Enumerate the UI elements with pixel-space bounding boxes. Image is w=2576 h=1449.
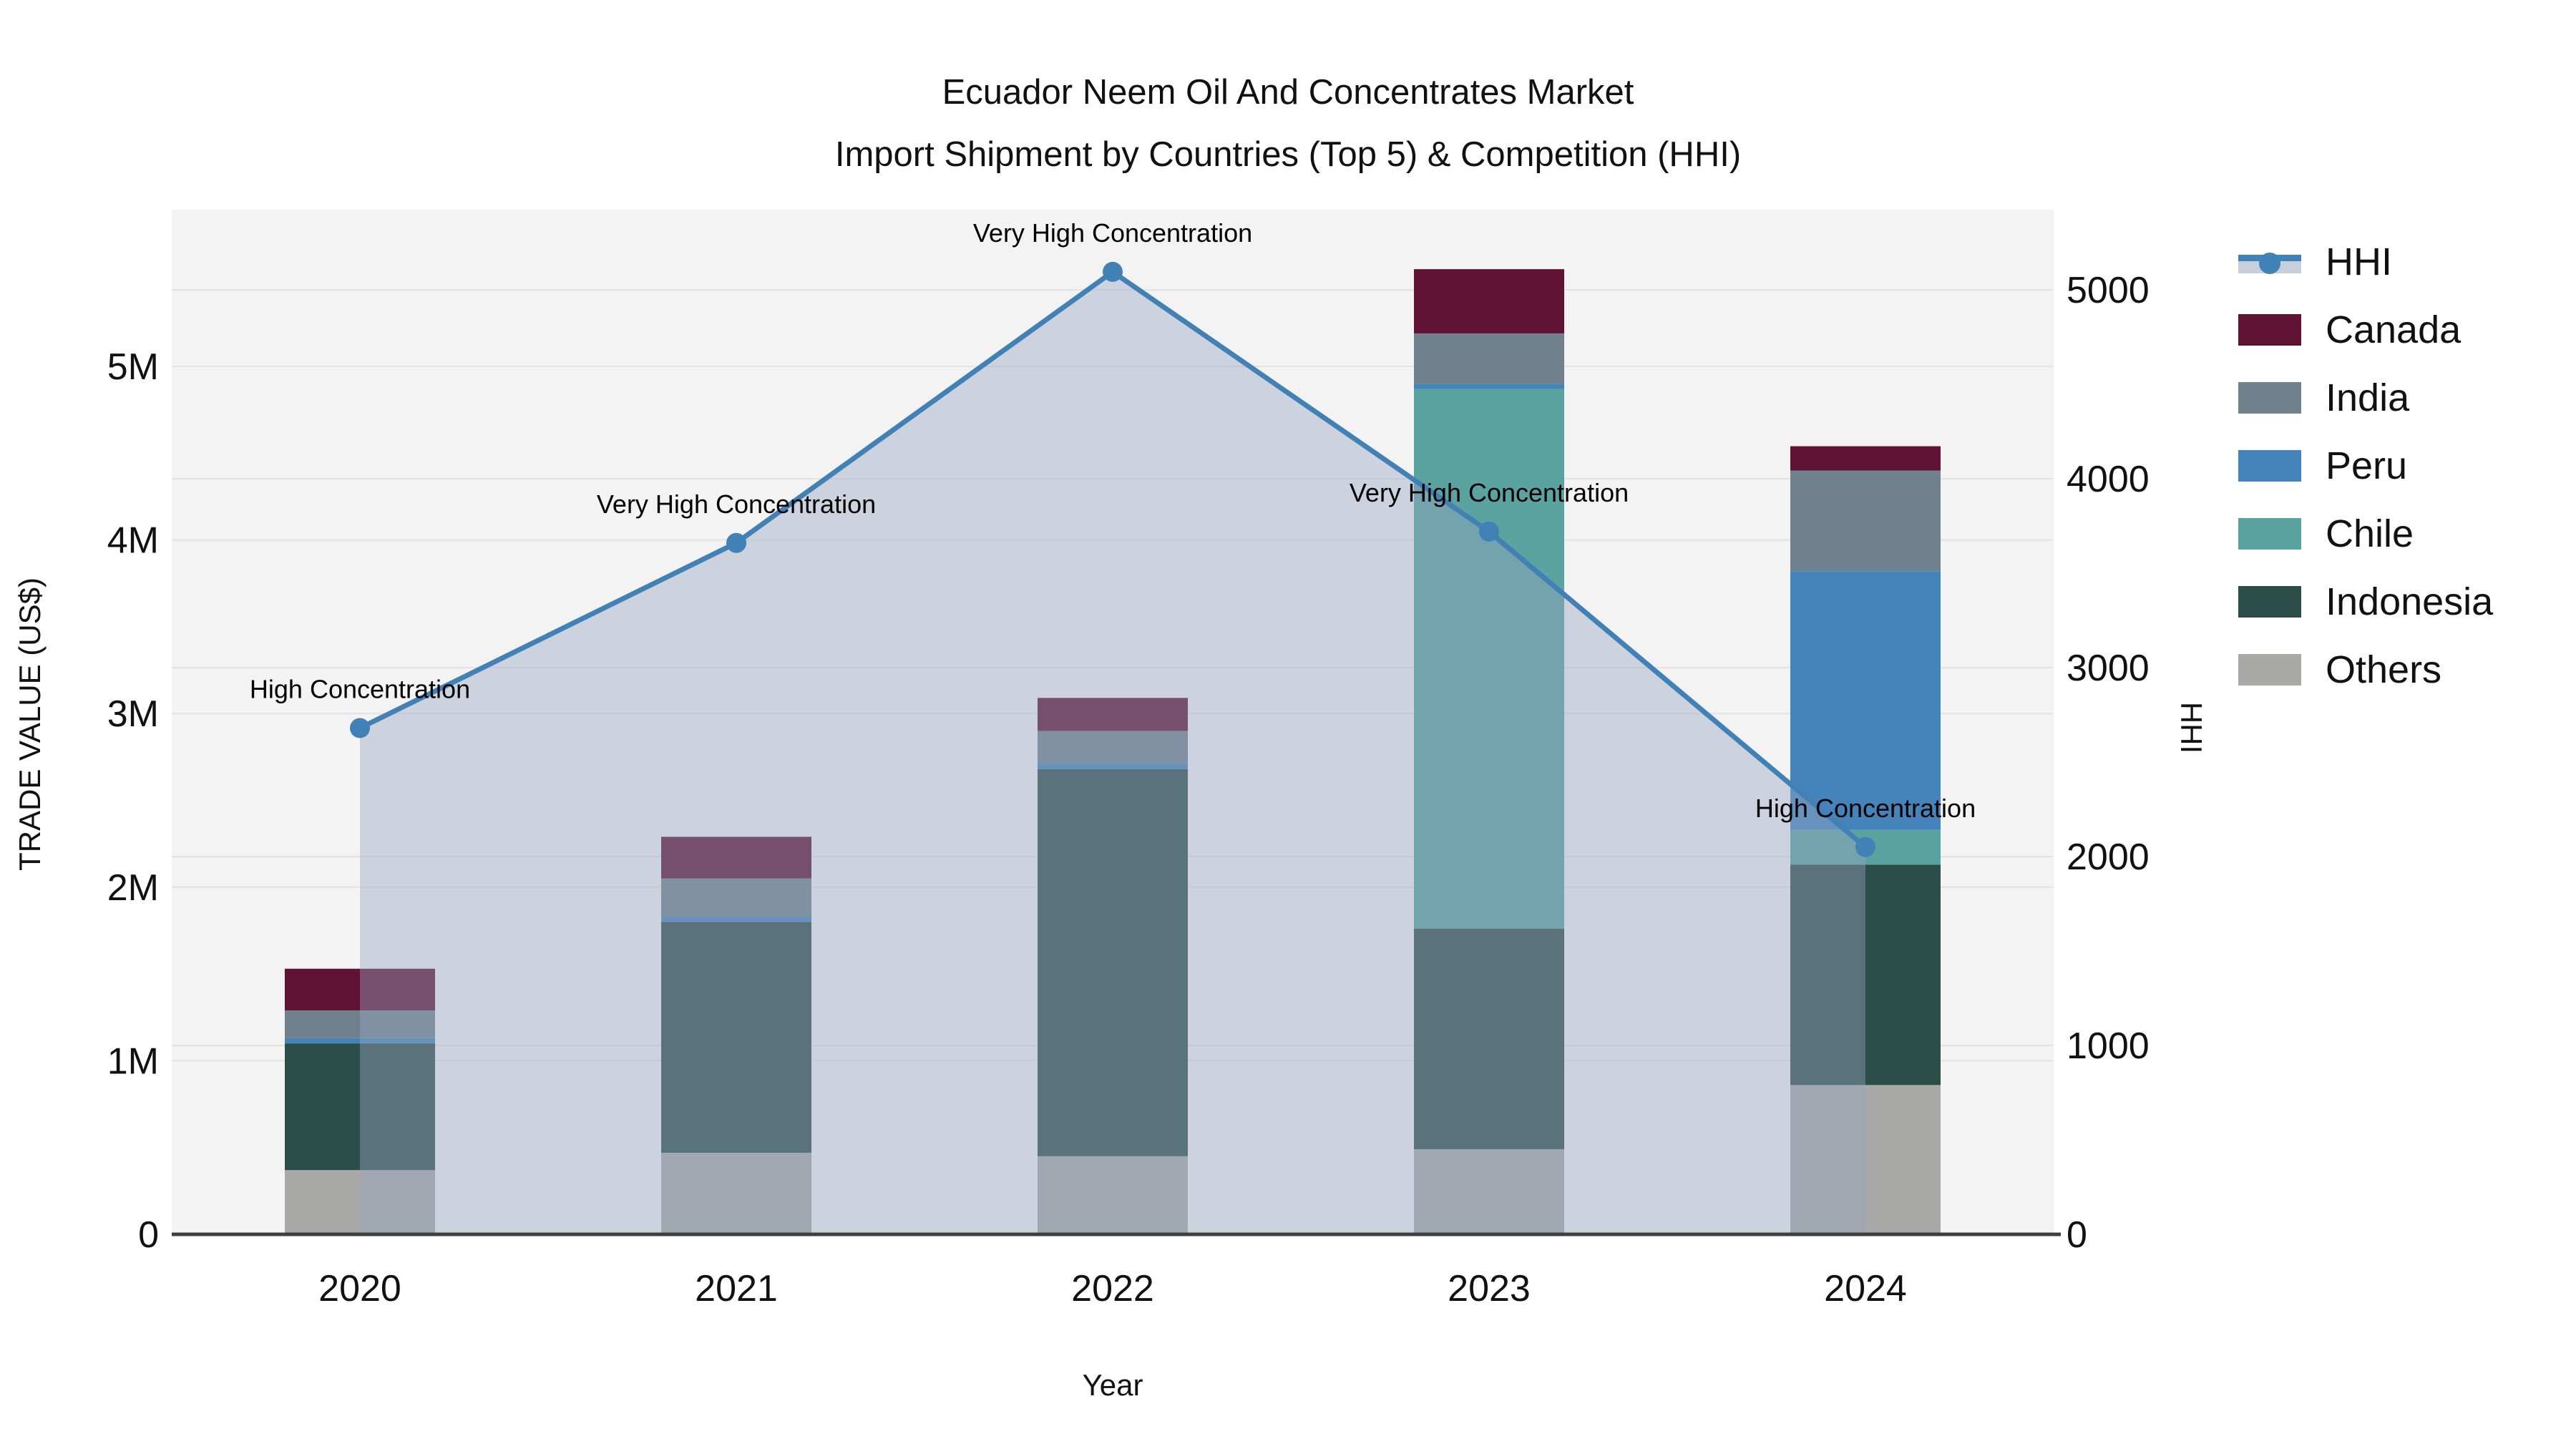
left-axis-title: TRADE VALUE (US$) <box>13 577 47 871</box>
hhi-point-2022 <box>1103 261 1123 282</box>
chart-title-line2: Import Shipment by Countries (Top 5) & C… <box>834 135 1742 174</box>
legend-label: Canada <box>2326 308 2462 351</box>
bar-segment-india-2024 <box>1790 470 1941 572</box>
annotation-label-2022: Very High Concentration <box>973 218 1252 248</box>
legend-label: HHI <box>2326 240 2392 283</box>
bar-segment-peru-2022 <box>1038 763 1188 769</box>
bar-segment-canada-2021 <box>661 836 811 879</box>
legend: HHI Canada India Peru Chile Indonesia Others <box>2238 228 2493 703</box>
right-y-tick-label: 4000 <box>2067 459 2150 500</box>
x-tick-label-2021: 2021 <box>695 1268 778 1309</box>
legend-item-chile: Chile <box>2238 499 2493 567</box>
right-axis-title: HHI <box>2175 701 2208 754</box>
bar-segment-others-2022 <box>1038 1156 1188 1234</box>
bar-segment-canada-2024 <box>1790 446 1941 471</box>
right-y-tick-label: 1000 <box>2067 1025 2150 1067</box>
annotation-label-2020: High Concentration <box>250 674 470 703</box>
right-y-tick-label: 2000 <box>2067 836 2150 878</box>
bar-segment-canada-2020 <box>285 968 435 1011</box>
legend-swatch-others <box>2238 653 2301 686</box>
legend-label: India <box>2326 376 2410 419</box>
left-y-tick-label: 0 <box>138 1214 159 1256</box>
legend-swatch-hhi-line <box>2238 246 2301 278</box>
chart-title: Ecuador Neem Oil And Concentrates Market… <box>0 62 2576 186</box>
bar-segment-peru-2021 <box>661 917 811 922</box>
left-y-tick-label: 3M <box>107 693 159 735</box>
legend-swatch-chile <box>2238 517 2301 550</box>
bar-segment-indonesia-2023 <box>1414 929 1564 1150</box>
bar-segment-indonesia-2021 <box>661 922 811 1153</box>
legend-item-indonesia: Indonesia <box>2238 567 2493 635</box>
legend-swatch-indonesia <box>2238 585 2301 618</box>
right-y-tick-label: 5000 <box>2067 270 2150 311</box>
bar-segment-others-2023 <box>1414 1149 1564 1234</box>
bar-segment-india-2022 <box>1038 731 1188 764</box>
left-y-tick-label: 4M <box>107 520 159 562</box>
bar-segment-india-2020 <box>285 1010 435 1038</box>
right-y-tick-label: 3000 <box>2067 648 2150 689</box>
bar-segment-canada-2022 <box>1038 698 1188 731</box>
x-tick-label-2022: 2022 <box>1071 1268 1154 1309</box>
x-tick-label-2024: 2024 <box>1824 1268 1907 1309</box>
hhi-point-2020 <box>350 718 370 738</box>
hhi-point-2023 <box>1479 521 1499 542</box>
chart-title-line1: Ecuador Neem Oil And Concentrates Market <box>942 73 1634 112</box>
x-tick-label-2023: 2023 <box>1448 1268 1531 1309</box>
left-y-tick-label: 5M <box>107 346 159 388</box>
legend-label: Others <box>2326 648 2442 691</box>
legend-swatch-india <box>2238 381 2301 414</box>
left-y-tick-label: 2M <box>107 867 159 909</box>
legend-label: Indonesia <box>2326 580 2494 623</box>
bar-segment-indonesia-2020 <box>285 1043 435 1171</box>
bar-segment-others-2021 <box>661 1152 811 1234</box>
legend-item-canada: Canada <box>2238 296 2493 364</box>
bar-segment-india-2021 <box>661 878 811 917</box>
right-y-tick-label: 0 <box>2067 1214 2087 1256</box>
left-y-tick-label: 1M <box>107 1040 159 1082</box>
bar-segment-indonesia-2024 <box>1790 864 1941 1085</box>
bar-segment-peru-2024 <box>1790 571 1941 830</box>
bar-segment-canada-2023 <box>1414 269 1564 333</box>
legend-label: Chile <box>2326 512 2414 555</box>
annotation-label-2021: Very High Concentration <box>597 489 876 519</box>
bar-segment-chile-2023 <box>1414 389 1564 930</box>
legend-item-hhi: HHI <box>2238 228 2493 296</box>
x-axis-title: Year <box>1082 1368 1143 1402</box>
bar-segment-peru-2020 <box>285 1038 435 1044</box>
bar-segment-india-2023 <box>1414 333 1564 384</box>
bar-segment-peru-2023 <box>1414 384 1564 389</box>
bar-segment-indonesia-2022 <box>1038 769 1188 1156</box>
hhi-point-2024 <box>1855 836 1875 857</box>
legend-swatch-peru <box>2238 449 2301 482</box>
annotation-label-2023: Very High Concentration <box>1350 478 1629 507</box>
legend-swatch-canada <box>2238 313 2301 346</box>
hhi-point-2021 <box>726 532 746 553</box>
x-tick-label-2020: 2020 <box>318 1268 401 1309</box>
legend-label: Peru <box>2326 444 2408 487</box>
bar-segment-others-2020 <box>285 1170 435 1234</box>
bar-segment-others-2024 <box>1790 1085 1941 1234</box>
legend-item-peru: Peru <box>2238 431 2493 499</box>
hhi-area-fill <box>360 271 1865 1234</box>
legend-item-india: India <box>2238 364 2493 431</box>
annotation-label-2024: High Concentration <box>1755 794 1976 823</box>
hhi-marker-dot <box>2259 252 2280 274</box>
legend-item-others: Others <box>2238 635 2493 703</box>
